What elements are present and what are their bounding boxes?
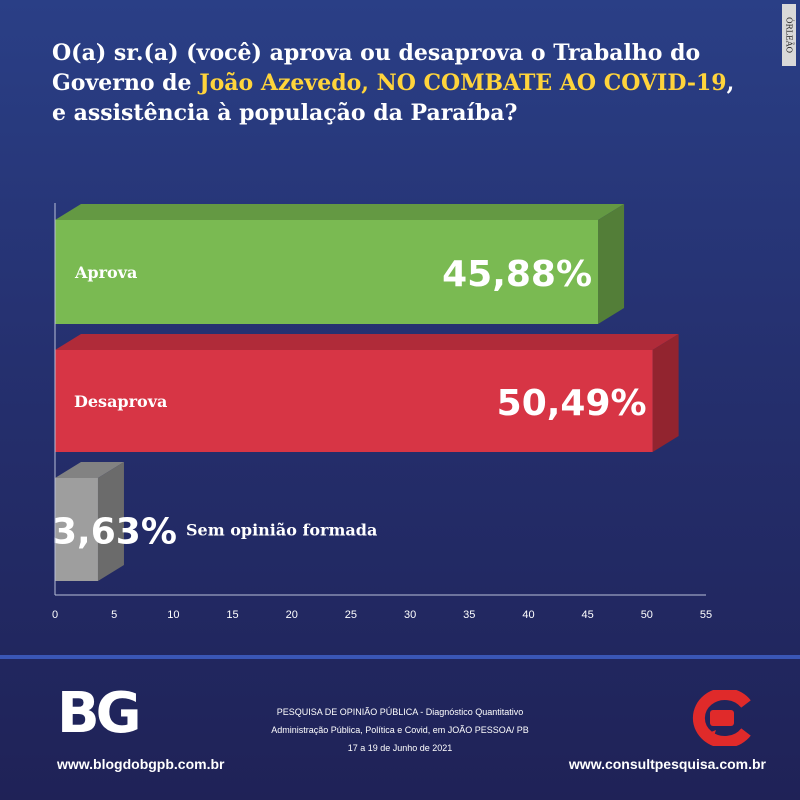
value-label-1: 50,49% [497, 383, 647, 424]
x-tick-label-5: 25 [345, 609, 357, 621]
x-tick-label-9: 45 [582, 609, 594, 621]
x-tick-label-6: 30 [404, 609, 416, 621]
blog-site-link[interactable]: www.blogdobgpb.com.br [57, 756, 225, 772]
survey-line-3: 17 a 19 de Junho de 2021 [347, 743, 453, 753]
title-part1: O(a) sr.(a) (você) aprova ou desaprova o… [52, 40, 701, 96]
bar-1 [55, 350, 653, 452]
x-tick-label-3: 15 [226, 609, 238, 621]
survey-line-1: PESQUISA DE OPINIÃO PÚBLICA - Diagnóstic… [276, 707, 524, 717]
bar-chart: 45,88% Aprova 50,49% Desaprova 3,63% Sem opin… [52, 203, 712, 621]
consult-logo-icon [692, 690, 751, 746]
value-label-2: 3,63% [52, 512, 177, 553]
x-tick-label-4: 20 [286, 609, 298, 621]
x-tick-label-10: 50 [641, 609, 653, 621]
x-tick-label-2: 10 [167, 609, 179, 621]
consult-site-link[interactable]: www.consultpesquisa.com.br [568, 756, 766, 772]
bar-side-0 [598, 204, 625, 324]
question-title: O(a) sr.(a) (você) aprova ou desaprova o… [52, 38, 742, 128]
bar-2 [55, 478, 98, 581]
bar-top-0 [55, 204, 625, 220]
blog-logo: BG [57, 681, 142, 746]
x-tick-label-8: 40 [522, 609, 534, 621]
title-part2: , e assistência à população da Paraíba? [52, 70, 735, 126]
bar-top-2 [55, 462, 124, 478]
x-tick-label-1: 5 [111, 609, 117, 621]
bar-0 [55, 220, 599, 324]
watermark-label: ÓRLEÃO [782, 4, 796, 66]
x-tick-label-0: 0 [52, 609, 58, 621]
bar-side-1 [652, 334, 679, 452]
survey-info: PESQUISA DE OPINIÃO PÚBLICA - Diagnóstic… [200, 703, 600, 757]
bar-top-1 [55, 334, 679, 350]
category-label-1: Desaprova [74, 392, 167, 411]
x-tick-label-7: 35 [463, 609, 475, 621]
category-label-2: Sem opinião formada [186, 521, 377, 540]
footer-divider [0, 655, 800, 659]
x-tick-label-11: 55 [700, 609, 712, 621]
title-highlight: João Azevedo, NO COMBATE AO COVID-19 [199, 70, 727, 96]
bar-side-2 [97, 462, 124, 581]
value-label-0: 45,88% [442, 254, 592, 295]
survey-line-2: Administração Pública, Política e Covid,… [271, 725, 529, 735]
category-label-0: Aprova [74, 263, 137, 282]
